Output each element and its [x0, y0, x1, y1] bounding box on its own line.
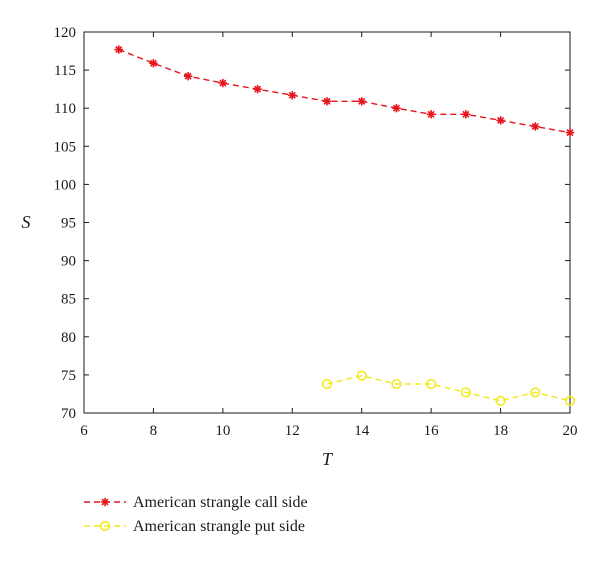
legend-label: American strangle call side: [133, 494, 308, 511]
y-axis: 70 75 80 85 90 95 100 105 110 115 120: [54, 25, 570, 422]
y-tick-label: 80: [61, 330, 76, 346]
asterisk-stroke: [288, 91, 296, 99]
x-tick-label: 16: [424, 423, 440, 439]
y-tick-label: 95: [61, 216, 76, 232]
asterisk-stroke: [497, 116, 505, 124]
series-2: [321, 370, 576, 406]
asterisk-marker: [357, 97, 366, 106]
y-tick-label: 85: [61, 292, 76, 308]
asterisk-marker: [183, 71, 193, 81]
y-tick-label: 75: [61, 368, 76, 384]
asterisk-stroke: [392, 104, 400, 112]
circle-marker: [321, 378, 333, 390]
series-layer: [114, 45, 576, 406]
circle-marker: [564, 395, 576, 406]
asterisk-stroke: [115, 45, 123, 54]
y-tick-label: 115: [54, 63, 76, 79]
legend: American strangle call side American stra…: [84, 494, 308, 535]
x-tick-label: 18: [493, 423, 508, 439]
x-tick-label: 6: [80, 423, 88, 439]
y-tick-label: 90: [61, 254, 76, 270]
asterisk-stroke: [462, 110, 470, 118]
asterisk-stroke: [531, 122, 539, 131]
x-axis-label: T: [322, 449, 334, 469]
y-tick-label: 70: [61, 406, 76, 422]
asterisk-marker: [531, 122, 540, 131]
asterisk-stroke: [427, 110, 435, 118]
circle-marker: [99, 520, 111, 532]
asterisk-stroke: [219, 79, 227, 87]
legend-label: American strangle put side: [133, 518, 305, 535]
asterisk-marker: [322, 97, 332, 106]
asterisk-marker: [288, 91, 297, 100]
legend-item: American strangle put side: [84, 518, 305, 535]
asterisk-marker: [149, 59, 158, 68]
asterisk-marker: [392, 104, 401, 113]
y-axis-label: S: [22, 212, 31, 232]
asterisk-stroke: [101, 498, 109, 506]
asterisk-marker: [253, 84, 262, 94]
asterisk-stroke: [254, 85, 262, 93]
asterisk-stroke: [358, 97, 366, 105]
circle-marker: [460, 387, 471, 398]
plot-area: [83, 31, 571, 414]
asterisk-stroke: [149, 59, 157, 67]
circle-marker: [356, 370, 367, 381]
x-axis: 6 8 10 12 14 16 18 20: [80, 32, 578, 439]
asterisk-marker: [100, 497, 110, 507]
asterisk-marker: [426, 110, 436, 119]
x-tick-label: 14: [354, 423, 370, 439]
asterisk-stroke: [323, 97, 331, 105]
legend-item: American strangle call side: [84, 494, 308, 511]
series-1: [114, 45, 575, 137]
circle-marker: [426, 378, 437, 390]
y-tick-label: 120: [54, 25, 77, 41]
asterisk-marker: [461, 110, 471, 119]
asterisk-marker: [496, 116, 505, 125]
circle-marker: [530, 387, 541, 398]
x-tick-label: 20: [563, 423, 578, 439]
x-tick-label: 8: [150, 423, 158, 439]
asterisk-marker: [114, 45, 123, 54]
series-line: [118, 48, 571, 134]
x-tick-label: 10: [215, 423, 230, 439]
y-tick-label: 100: [54, 177, 77, 193]
asterisk-stroke: [566, 129, 574, 137]
asterisk-marker: [218, 78, 228, 88]
x-tick-label: 12: [285, 423, 300, 439]
y-tick-label: 105: [54, 139, 77, 155]
asterisk-marker: [565, 128, 575, 137]
circle-marker: [495, 395, 506, 406]
series-line: [326, 374, 571, 402]
circle-marker: [391, 378, 402, 390]
y-tick-label: 110: [54, 101, 76, 117]
asterisk-stroke: [184, 72, 192, 80]
